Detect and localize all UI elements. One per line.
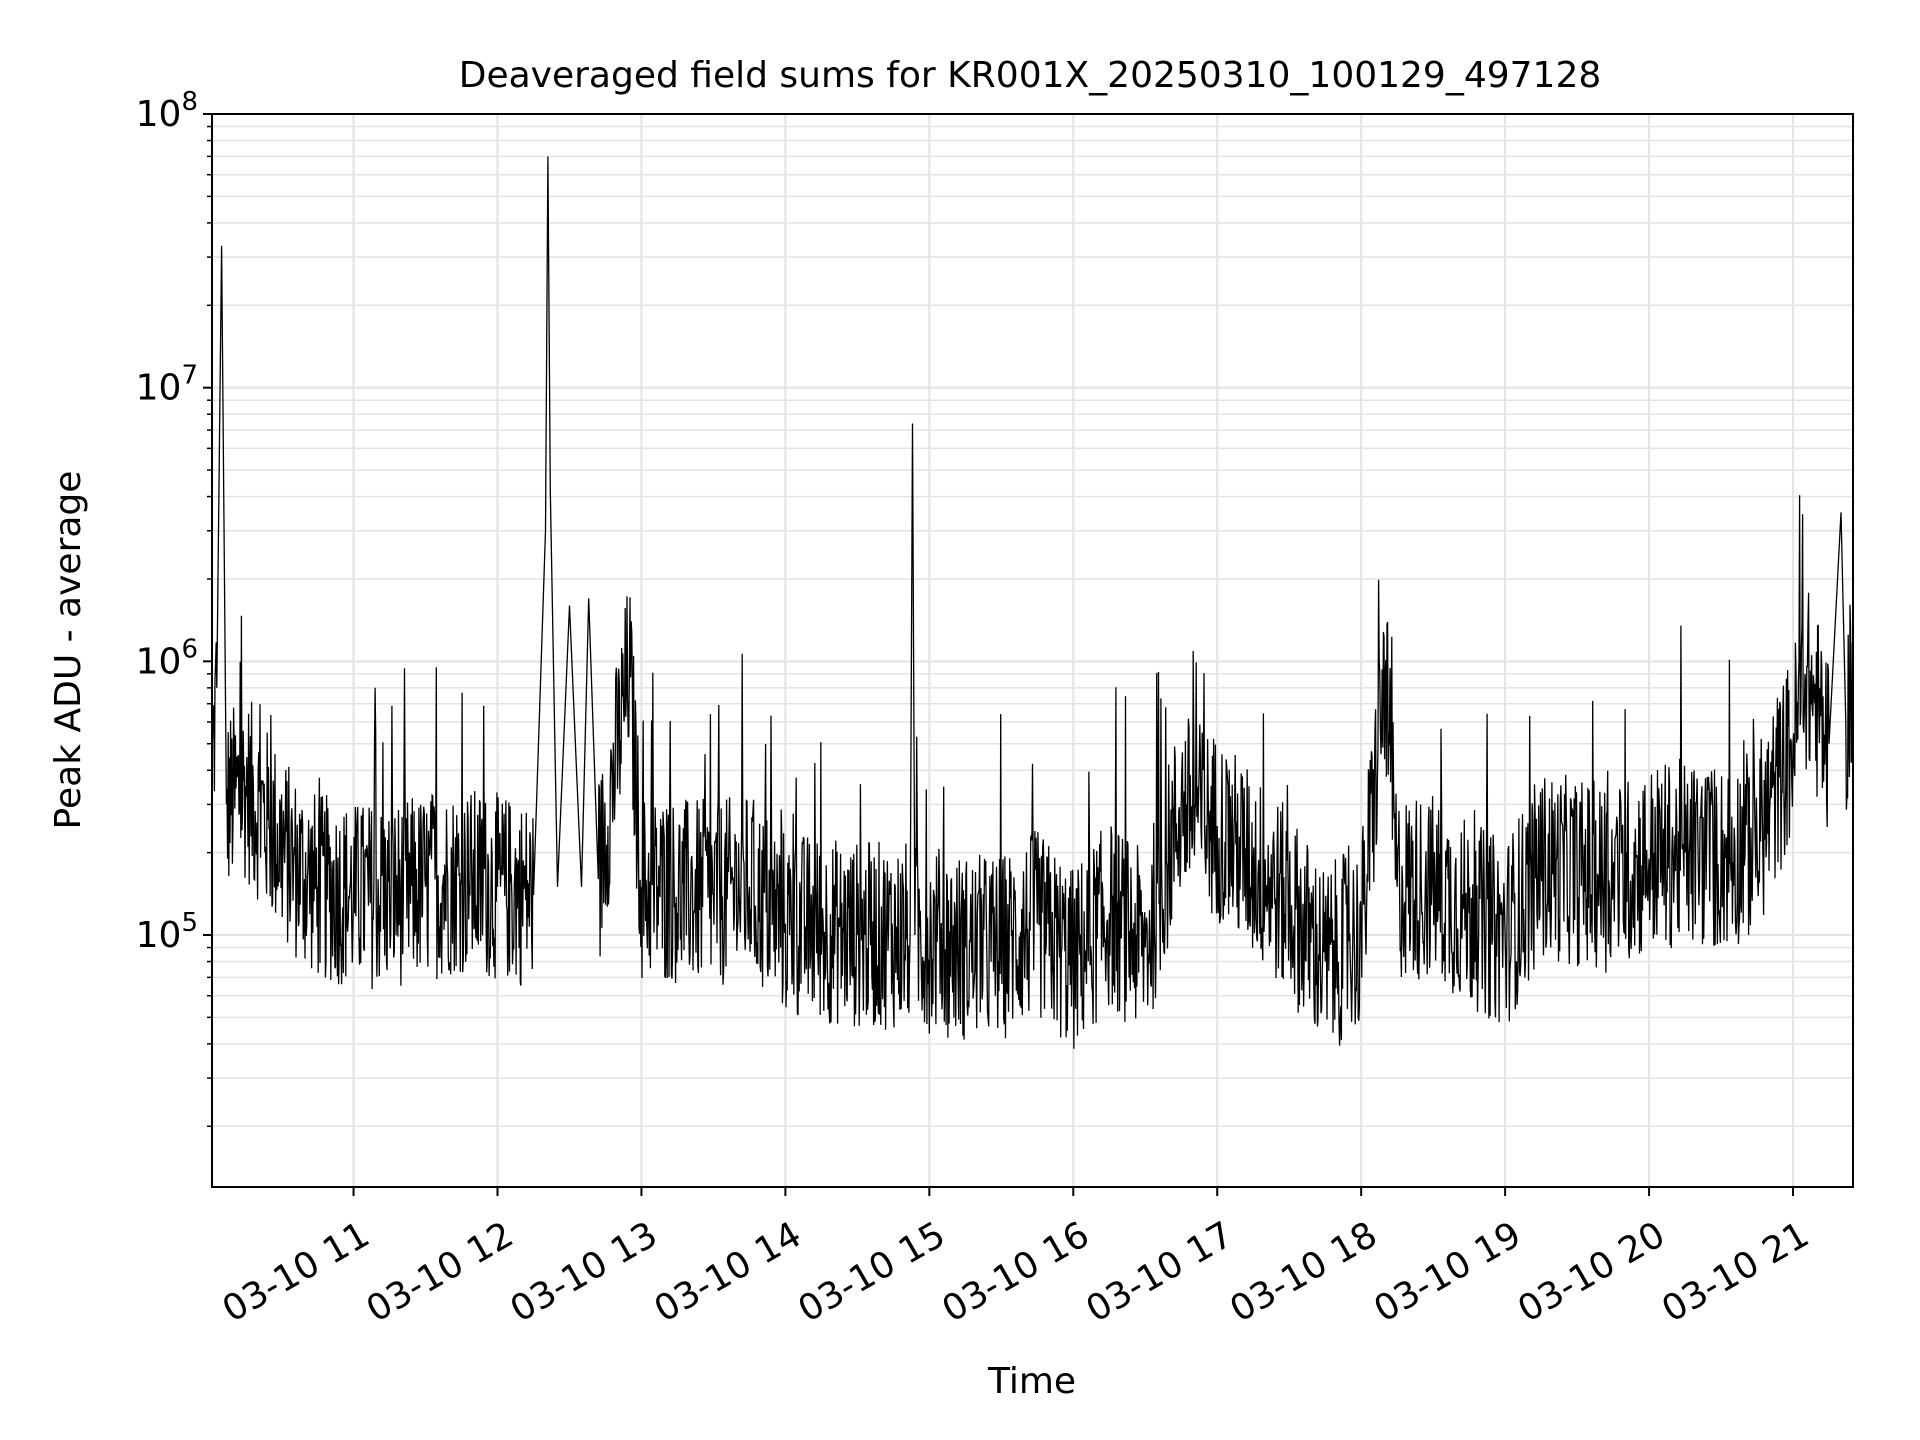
grid <box>212 113 1853 1187</box>
y-tick-label: 105 <box>136 908 198 956</box>
x-tick-label: 03-10 19 <box>1367 1214 1528 1330</box>
x-tick-label: 03-10 12 <box>360 1214 521 1330</box>
y-tick-exponent: 6 <box>181 634 198 664</box>
y-tick-label: 107 <box>136 361 198 409</box>
x-tick-label: 03-10 13 <box>504 1214 665 1330</box>
x-tick-label: 03-10 14 <box>648 1214 809 1330</box>
y-tick-base: 10 <box>136 368 182 409</box>
y-tick-exponent: 5 <box>181 908 198 938</box>
y-tick-base: 10 <box>136 915 182 956</box>
y-tick-exponent: 7 <box>181 361 198 391</box>
y-tick-exponent: 8 <box>181 87 198 117</box>
x-tick-label: 03-10 16 <box>936 1214 1097 1330</box>
series-layer <box>211 156 1854 1049</box>
y-tick-base: 10 <box>136 94 182 135</box>
x-tick-label: 03-10 11 <box>216 1214 377 1330</box>
x-tick-label: 03-10 15 <box>792 1214 953 1330</box>
y-axis-label: Peak ADU - average <box>48 471 89 830</box>
series-line <box>211 156 1854 1049</box>
x-tick-label: 03-10 21 <box>1655 1214 1816 1330</box>
x-axis-label: Time <box>987 1361 1076 1402</box>
x-tick-label: 03-10 18 <box>1223 1214 1384 1330</box>
y-tick-base: 10 <box>136 641 182 682</box>
y-tick-label: 108 <box>136 87 198 135</box>
plot-frame <box>211 113 1854 1188</box>
chart-title: Deaveraged field sums for KR001X_2025031… <box>459 55 1602 96</box>
y-tick-label: 106 <box>136 634 198 682</box>
x-tick-label: 03-10 20 <box>1511 1214 1672 1330</box>
x-tick-label: 03-10 17 <box>1079 1214 1240 1330</box>
